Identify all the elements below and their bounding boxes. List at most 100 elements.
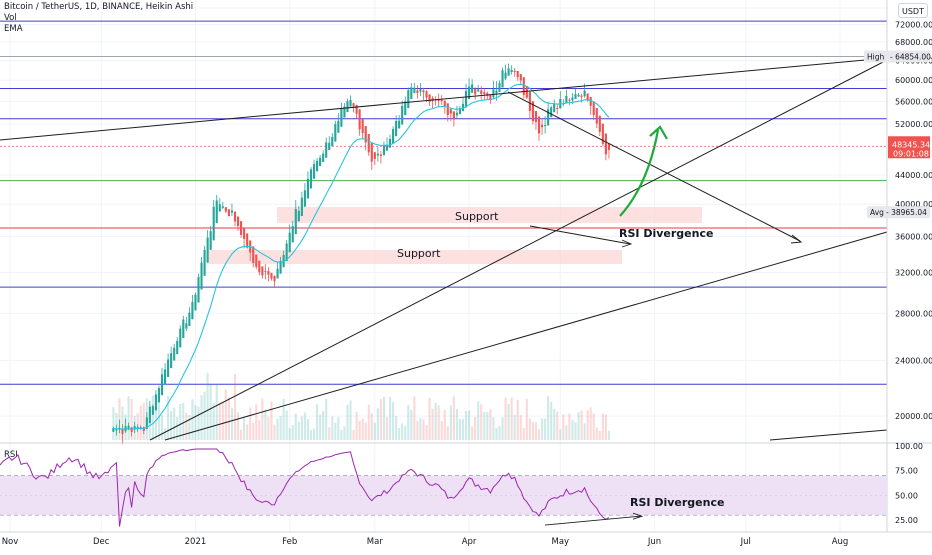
volume-bar — [401, 423, 404, 440]
ema-indicator-label[interactable]: EMA — [4, 24, 23, 34]
candle-body — [461, 103, 465, 112]
candle-body — [568, 99, 571, 101]
candle-body — [507, 68, 510, 76]
candle-body — [419, 89, 422, 92]
volume-bar — [419, 418, 422, 440]
support-zone-lower — [207, 250, 622, 264]
price-tick-label: 24000.00 — [895, 356, 932, 365]
rsi-tick-label: 75.00 — [895, 467, 918, 476]
candle-body — [221, 206, 224, 208]
candle-body — [513, 70, 516, 72]
candle-body — [239, 221, 243, 235]
volume-bar — [118, 398, 121, 440]
candle-body — [185, 323, 188, 329]
candle-body — [294, 209, 297, 235]
candle-body — [285, 243, 288, 261]
candle-body — [206, 237, 209, 263]
volume-bar — [431, 408, 434, 440]
candle-body — [349, 99, 352, 107]
candle-body — [176, 340, 179, 355]
volume-bar — [370, 413, 373, 440]
time-tick-label: Jun — [647, 537, 661, 547]
candle-body — [291, 226, 294, 243]
volume-bar — [461, 418, 465, 440]
candle-body — [346, 101, 349, 113]
volume-bar — [562, 414, 565, 440]
support-zones — [207, 207, 702, 264]
countdown-value: 09:01:08 — [893, 149, 929, 158]
currency-button[interactable]: USDT — [898, 3, 928, 18]
candle-body — [540, 124, 544, 128]
rsi-divergence-line — [544, 515, 641, 526]
rsi-divergence-label-price: RSI Divergence — [619, 227, 713, 240]
high-price-badge — [864, 50, 930, 63]
volume-bar — [282, 398, 285, 440]
volume-bar — [176, 416, 179, 440]
candle-body — [182, 319, 185, 338]
trendline-bottom — [769, 429, 888, 441]
time-axis: Nov Dec 2021 Feb Mar Apr May Jun Jul Aug — [0, 531, 932, 547]
trendline-rising-support — [149, 59, 888, 441]
candle-body — [127, 425, 130, 429]
volume-bar — [127, 396, 130, 440]
volume-bar — [525, 399, 528, 440]
candle-body — [230, 210, 234, 213]
candle-body — [340, 108, 343, 127]
volume-bar — [334, 422, 337, 440]
time-tick-label: 2021 — [185, 537, 207, 547]
volume-bar — [559, 429, 562, 440]
candle-body — [416, 90, 419, 93]
volume-bar — [547, 395, 550, 440]
candle-body — [534, 111, 538, 122]
volume-bar — [154, 408, 157, 440]
trendline-lower-channel — [164, 231, 888, 441]
candle-body — [495, 90, 498, 94]
candle-body — [501, 70, 504, 88]
candle-body — [252, 246, 255, 263]
candle-body — [261, 266, 264, 276]
price-tick-label: 68000.00 — [895, 38, 932, 47]
volume-bar — [492, 417, 495, 440]
volume-bar — [495, 427, 498, 440]
candle-body — [407, 90, 410, 109]
volume-bar — [288, 427, 291, 440]
volume-bar — [513, 414, 516, 440]
volume-bar — [498, 425, 501, 440]
volume-bar — [337, 416, 340, 440]
volume-indicator-label[interactable]: Vol — [4, 13, 17, 23]
candle-body — [300, 197, 303, 217]
high-price-name: High — [867, 52, 884, 61]
candle-body — [297, 210, 300, 222]
volume-bar — [455, 409, 458, 440]
candle-body — [440, 99, 443, 102]
candle-body — [592, 101, 595, 116]
current-price-value: 48345.34 — [892, 140, 930, 149]
volume-bar — [477, 401, 480, 440]
price-tick-label: 32000.00 — [895, 268, 932, 277]
rsi-line — [0, 448, 610, 527]
volume-bar — [322, 411, 325, 440]
candle-body — [194, 294, 197, 311]
trendline-descending — [507, 91, 801, 242]
volume-bar — [489, 409, 492, 440]
candle-body — [264, 270, 267, 272]
candle-body — [145, 417, 148, 430]
time-tick-label: Jul — [740, 537, 751, 547]
chart-header: Bitcoin / TetherUS, 1D, BINANCE, Heikin … — [4, 2, 193, 35]
volume-bar — [212, 402, 215, 440]
volume-bar — [407, 404, 410, 440]
candle-body — [492, 89, 495, 98]
volume-bar — [331, 416, 334, 440]
candle-body — [589, 96, 592, 106]
volume-bar — [139, 405, 142, 440]
volume-bar — [452, 396, 455, 440]
candle-body — [279, 260, 282, 274]
volume-bar — [577, 412, 580, 440]
ema-line — [113, 83, 610, 430]
price-tick-label: 60000.00 — [895, 76, 932, 85]
volume-bar — [157, 401, 161, 440]
time-tick-label: Mar — [367, 537, 384, 547]
candle-body — [288, 232, 291, 253]
candle-body — [595, 108, 598, 124]
